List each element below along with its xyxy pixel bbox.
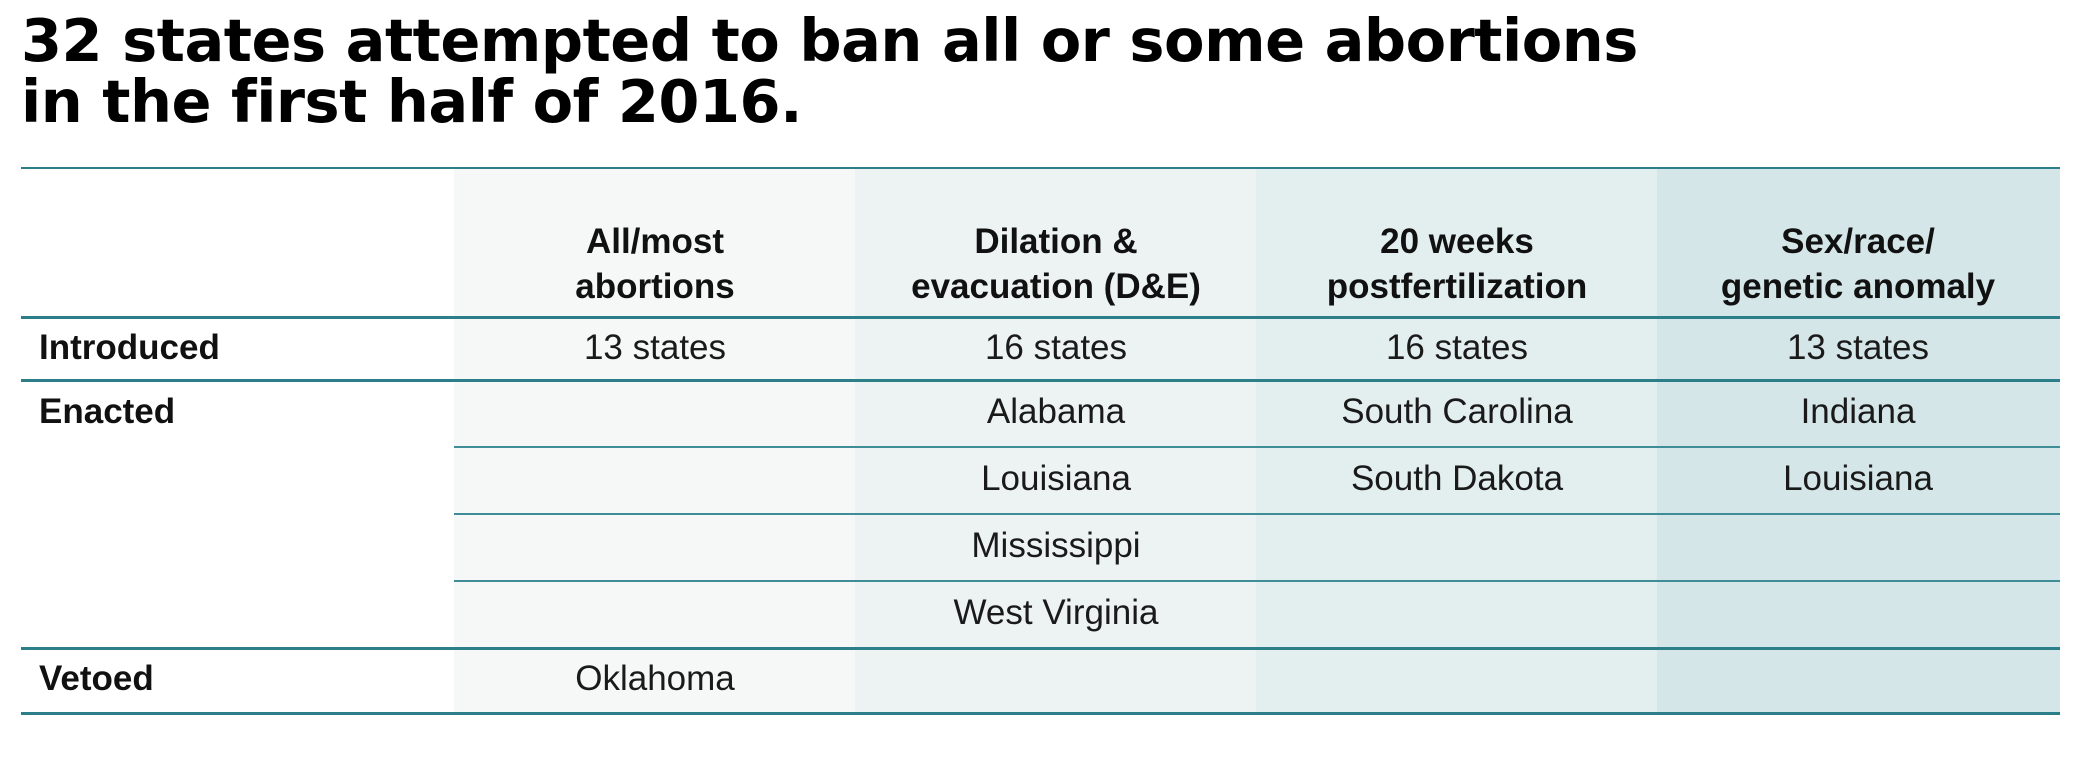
column-header-line: 20 weeks	[1380, 222, 1534, 261]
column-background-d-and-e	[855, 167, 1257, 714]
column-header-line: postfertilization	[1326, 267, 1588, 306]
cell-enacted-sex-race-genetic: Louisiana	[1783, 459, 1933, 498]
table-bottom-rule	[21, 712, 2060, 715]
cell-introduced-20-weeks: 16 states	[1385, 328, 1529, 367]
table-top-rule	[21, 167, 2060, 169]
cell-introduced-d-and-e: 16 states	[984, 328, 1128, 367]
column-background-all-most	[454, 167, 856, 714]
cell-enacted-d-and-e: Louisiana	[981, 459, 1131, 498]
column-header-d-and-e: Dilation & evacuation (D&E)	[855, 219, 1257, 319]
cell-enacted-20-weeks: South Dakota	[1350, 459, 1564, 498]
row-label-enacted: Enacted	[39, 392, 176, 431]
column-header-line: Sex/race/	[1781, 222, 1935, 261]
cell-enacted-sex-race-genetic: Indiana	[1800, 392, 1916, 431]
chart-title-line-2: in the first half of 2016.	[21, 67, 802, 136]
cell-vetoed-all-most: Oklahoma	[575, 659, 735, 698]
cell-introduced-all-most: 13 states	[583, 328, 727, 367]
row-label-introduced: Introduced	[39, 328, 220, 367]
enacted-row-rule-3	[454, 580, 2060, 582]
enacted-row-rule-1	[454, 446, 2060, 448]
cell-enacted-d-and-e: Mississippi	[971, 526, 1141, 565]
chart-title-line-1: 32 states attempted to ban all or some a…	[21, 6, 1638, 75]
bans-table: All/most abortions Dilation & evacuation…	[21, 167, 2060, 715]
column-header-line: genetic anomaly	[1720, 267, 1996, 306]
cell-introduced-sex-race-genetic: 13 states	[1786, 328, 1930, 367]
row-label-vetoed: Vetoed	[39, 659, 154, 698]
column-header-line: All/most	[585, 222, 725, 261]
introduced-bottom-rule	[21, 379, 2060, 382]
header-bottom-rule	[21, 316, 2060, 319]
column-header-line: Dilation &	[974, 222, 1138, 261]
cell-enacted-20-weeks: South Carolina	[1341, 392, 1573, 431]
cell-enacted-d-and-e: West Virginia	[953, 593, 1159, 632]
enacted-bottom-rule	[21, 647, 2060, 650]
column-header-sex-race-genetic: Sex/race/ genetic anomaly	[1657, 219, 2059, 319]
chart-title: 32 states attempted to ban all or some a…	[21, 10, 1638, 132]
column-background-sex-race-genetic	[1657, 167, 2060, 714]
column-header-all-most: All/most abortions	[454, 219, 856, 319]
column-header-20-weeks: 20 weeks postfertilization	[1256, 219, 1658, 319]
column-background-20-weeks	[1256, 167, 1658, 714]
cell-enacted-d-and-e: Alabama	[986, 392, 1126, 431]
enacted-row-rule-2	[454, 513, 2060, 515]
column-header-line: abortions	[575, 267, 735, 306]
column-header-line: evacuation (D&E)	[911, 267, 1201, 306]
